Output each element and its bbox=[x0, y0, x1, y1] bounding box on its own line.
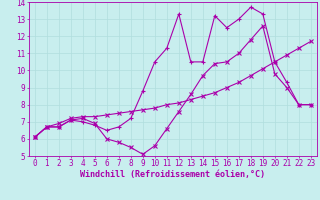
X-axis label: Windchill (Refroidissement éolien,°C): Windchill (Refroidissement éolien,°C) bbox=[80, 170, 265, 179]
